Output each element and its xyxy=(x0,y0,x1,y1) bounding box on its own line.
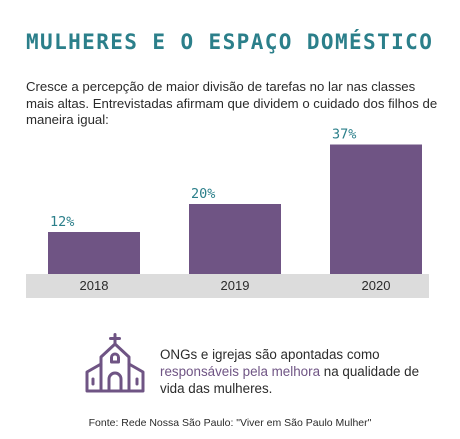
x-axis-band xyxy=(26,274,429,298)
page-title: MULHERES E O ESPAÇO DOMÉSTICO xyxy=(26,30,434,54)
chart-subtitle: Cresce a percepção de maior divisão de t… xyxy=(26,79,438,127)
value-label-2020: 37% xyxy=(332,127,356,143)
bar-chart: 12% 2018 20% 2019 37% 2020 xyxy=(26,127,429,298)
bars-group: 12% 2018 20% 2019 37% 2020 xyxy=(48,127,422,293)
church-icon xyxy=(85,333,145,393)
callout-text: ONGs e igrejas são apontadas como respon… xyxy=(160,346,420,397)
value-label-2018: 12% xyxy=(50,214,74,230)
callout-highlight: responsáveis pela melhora xyxy=(160,364,321,379)
bar-2019 xyxy=(189,204,281,274)
x-tick-label-2019: 2019 xyxy=(221,278,250,293)
bar-2018 xyxy=(48,232,140,274)
x-tick-label-2020: 2020 xyxy=(362,278,391,293)
callout-text-after: na qualidade de vida das mulheres. xyxy=(160,364,420,396)
x-tick-label-2018: 2018 xyxy=(80,278,109,293)
value-label-2019: 20% xyxy=(191,186,215,202)
bar-2020 xyxy=(330,144,422,274)
callout-text-before: ONGs e igrejas são apontadas como xyxy=(160,347,380,362)
source-note: Fonte: Rede Nossa São Paulo: "Viver em S… xyxy=(88,417,372,429)
